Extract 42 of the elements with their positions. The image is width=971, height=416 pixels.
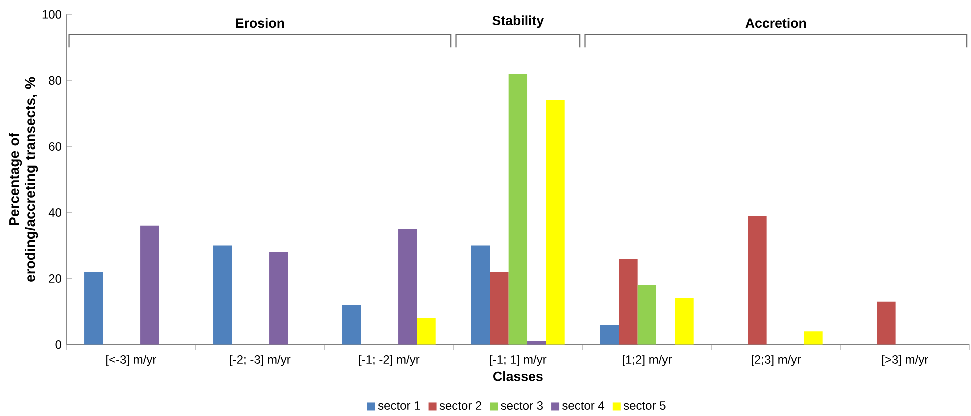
x-tick-label: [>3] m/yr bbox=[882, 355, 928, 366]
y-tick-label: 0 bbox=[56, 340, 62, 349]
y-tick-label: 80 bbox=[49, 76, 62, 85]
x-tick-label: [<-3] m/yr bbox=[106, 355, 157, 366]
bar bbox=[804, 332, 823, 345]
bar bbox=[748, 216, 767, 345]
bar bbox=[490, 272, 509, 345]
y-tick-label: 40 bbox=[48, 208, 62, 217]
bar bbox=[214, 246, 232, 345]
x-axis-title: Classes bbox=[494, 371, 543, 382]
annotation: Stability bbox=[492, 16, 544, 28]
bar bbox=[417, 318, 436, 345]
annotation: Erosion bbox=[236, 18, 284, 28]
bar bbox=[508, 74, 528, 345]
bar bbox=[546, 100, 565, 345]
bar bbox=[877, 302, 896, 345]
y-axis-title: Percentage of eroding/accreting transects, % bbox=[9, 77, 38, 282]
bar bbox=[140, 226, 160, 345]
y-tick-label: 100 bbox=[42, 10, 62, 19]
y-tick-label: 20 bbox=[49, 274, 62, 283]
bar bbox=[342, 305, 362, 345]
x-tick-label: [-1; -2] m/yr bbox=[359, 355, 420, 366]
bar bbox=[675, 298, 694, 345]
annotation: Accretion bbox=[746, 18, 806, 28]
legend-label: sector 3 bbox=[501, 401, 543, 410]
bar bbox=[471, 246, 490, 345]
bar bbox=[619, 258, 638, 345]
bar bbox=[638, 285, 657, 345]
x-tick-label: [-1; 1] m/yr bbox=[490, 355, 547, 366]
legend-label: sector 1 bbox=[378, 402, 420, 410]
x-tick-label: [2;3] m/yr bbox=[752, 355, 801, 366]
legend-label: sector 2 bbox=[440, 401, 482, 410]
x-tick-label: [-2; -3] m/yr bbox=[230, 355, 291, 366]
y-tick-label: 60 bbox=[49, 142, 62, 151]
x-tick-label: [1;2] m/yr bbox=[623, 355, 672, 366]
bar bbox=[270, 252, 288, 345]
legend-label: sector 4 bbox=[562, 402, 605, 410]
bar bbox=[398, 229, 418, 345]
bar bbox=[528, 341, 546, 345]
legend-label: sector 5 bbox=[624, 402, 666, 410]
bar bbox=[600, 324, 620, 345]
bar bbox=[84, 272, 104, 345]
